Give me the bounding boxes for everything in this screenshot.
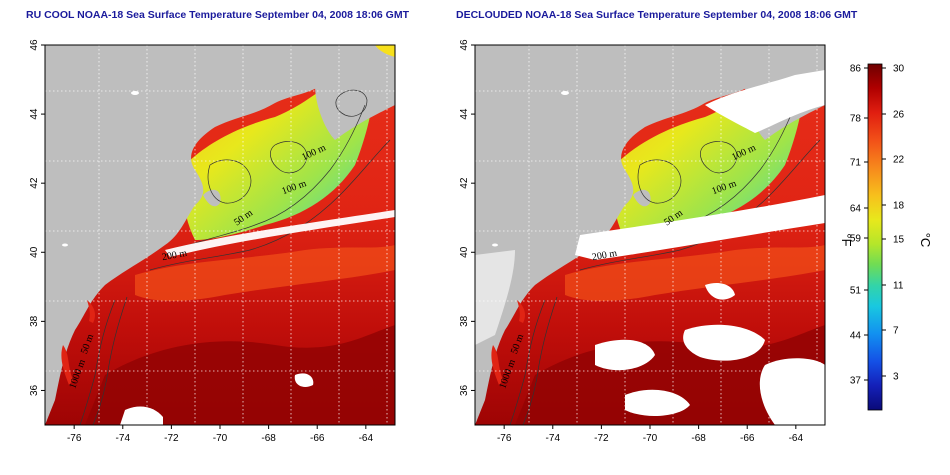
celsius-tick-label: 18 xyxy=(893,201,905,212)
left-panel-title: RU COOL NOAA-18 Sea Surface Temperature … xyxy=(26,9,410,21)
fahrenheit-tick-label: 78 xyxy=(850,114,862,125)
lat-tick-label: 40 xyxy=(29,246,40,258)
declouded-region xyxy=(759,358,825,425)
fahrenheit-tick-label: 86 xyxy=(850,64,862,75)
celsius-label: °C xyxy=(918,233,933,248)
fahrenheit-tick-label: 71 xyxy=(850,158,862,169)
lon-tick-label: -74 xyxy=(546,433,561,444)
fahrenheit-tick-label: 37 xyxy=(850,376,862,387)
declouded-region xyxy=(595,339,655,371)
lat-tick-label: 42 xyxy=(29,177,40,189)
lat-tick-label: 46 xyxy=(29,39,40,51)
cloud-streak xyxy=(165,210,395,257)
declouded-region xyxy=(475,250,515,345)
celsius-tick-label: 3 xyxy=(893,372,899,383)
lat-tick-label: 44 xyxy=(29,108,40,120)
lon-tick-label: -72 xyxy=(164,433,179,444)
isobath-label: 200 m xyxy=(591,248,618,263)
lon-tick-label: -70 xyxy=(643,433,658,444)
lon-tick-label: -72 xyxy=(594,433,609,444)
fahrenheit-tick-label: 44 xyxy=(850,331,862,342)
lon-tick-label: -68 xyxy=(691,433,706,444)
celsius-tick-label: 30 xyxy=(893,64,905,75)
right-panel-title: DECLOUDED NOAA-18 Sea Surface Temperatur… xyxy=(456,9,858,21)
lat-tick-label: 38 xyxy=(459,315,470,327)
isobath-label: 200 m xyxy=(161,248,188,263)
lon-tick-label: -64 xyxy=(789,433,804,444)
declouded-region xyxy=(575,195,825,260)
cloud-patch xyxy=(120,406,163,425)
declouded-region xyxy=(683,324,765,361)
celsius-tick-label: 15 xyxy=(893,235,905,246)
declouded-region xyxy=(705,70,825,133)
lat-tick-label: 42 xyxy=(459,177,470,189)
lat-tick-label: 46 xyxy=(459,39,470,51)
colorbar-gradient xyxy=(867,63,883,411)
lon-tick-label: -66 xyxy=(740,433,755,444)
temperature-colorbar: 86 78 71 64 59 51 44 37 30 26 22 18 15 11 7 3 °F °C xyxy=(839,64,933,411)
celsius-tick-label: 22 xyxy=(893,155,905,166)
lat-tick-label: 40 xyxy=(459,246,470,258)
lon-tick-label: -74 xyxy=(116,433,131,444)
declouded-region xyxy=(705,283,735,300)
fahrenheit-label: °F xyxy=(839,233,854,246)
warm-corner xyxy=(375,45,395,57)
right-map-panel xyxy=(474,44,826,426)
cloud-patch xyxy=(294,373,314,387)
lat-tick-label: 36 xyxy=(29,384,40,396)
fahrenheit-tick-label: 64 xyxy=(850,204,862,215)
celsius-tick-label: 26 xyxy=(893,110,905,121)
fahrenheit-tick-label: 59 xyxy=(850,234,862,245)
lat-tick-label: 44 xyxy=(459,108,470,120)
lat-tick-label: 36 xyxy=(459,384,470,396)
lon-tick-label: -76 xyxy=(497,433,512,444)
celsius-tick-label: 7 xyxy=(893,326,899,337)
lon-tick-label: -66 xyxy=(310,433,325,444)
declouded-region xyxy=(625,389,690,417)
right-map-axes: -76 -74 -72 -70 -68 -66 -64 36 38 40 42 44 46 xyxy=(459,39,803,444)
celsius-tick-label: 11 xyxy=(893,281,904,292)
fahrenheit-tick-label: 51 xyxy=(850,286,862,297)
left-map-panel xyxy=(44,44,396,426)
lon-tick-label: -76 xyxy=(67,433,82,444)
left-map-axes: -76 -74 -72 -70 -68 -66 -64 36 38 40 42 44 46 xyxy=(29,39,373,444)
lon-tick-label: -70 xyxy=(213,433,228,444)
lon-tick-label: -68 xyxy=(261,433,276,444)
lon-tick-label: -64 xyxy=(359,433,374,444)
lat-tick-label: 38 xyxy=(29,315,40,327)
